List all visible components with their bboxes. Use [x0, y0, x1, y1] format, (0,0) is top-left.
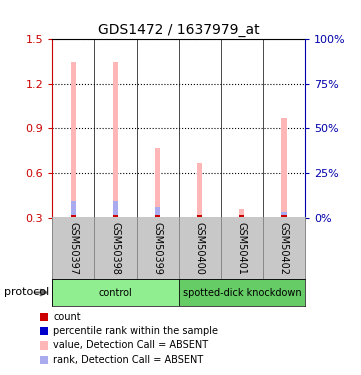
Bar [155, 148, 160, 217]
Bar [113, 201, 118, 217]
Text: percentile rank within the sample: percentile rank within the sample [53, 326, 218, 336]
Text: GSM50397: GSM50397 [68, 222, 78, 276]
Bar [282, 215, 287, 217]
Bar [179, 279, 305, 306]
Bar [282, 211, 287, 217]
Bar [239, 215, 244, 217]
Bar [282, 118, 287, 218]
Text: value, Detection Call = ABSENT: value, Detection Call = ABSENT [53, 340, 208, 350]
Bar [113, 215, 118, 217]
Bar [155, 207, 160, 218]
Text: spotted-dick knockdown: spotted-dick knockdown [183, 288, 301, 297]
Text: count: count [53, 312, 81, 322]
Bar [197, 163, 202, 218]
Text: GSM50399: GSM50399 [153, 222, 163, 275]
Bar [197, 215, 202, 217]
Bar [52, 279, 179, 306]
Text: GSM50402: GSM50402 [279, 222, 289, 276]
Text: GSM50398: GSM50398 [110, 222, 121, 275]
Text: rank, Detection Call = ABSENT: rank, Detection Call = ABSENT [53, 355, 203, 364]
Title: GDS1472 / 1637979_at: GDS1472 / 1637979_at [98, 23, 260, 37]
Bar [71, 62, 76, 217]
Bar [239, 209, 244, 218]
Bar [71, 215, 76, 217]
Text: GSM50401: GSM50401 [237, 222, 247, 275]
Text: control: control [99, 288, 132, 297]
Bar [113, 62, 118, 217]
Bar [71, 201, 76, 217]
Text: GSM50400: GSM50400 [195, 222, 205, 275]
Bar [155, 215, 160, 217]
Text: protocol: protocol [4, 287, 49, 297]
